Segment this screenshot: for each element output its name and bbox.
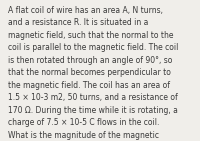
Text: A flat coil of wire has an area A, N turns,
and a resistance R. It is situated i: A flat coil of wire has an area A, N tur…: [8, 6, 178, 141]
